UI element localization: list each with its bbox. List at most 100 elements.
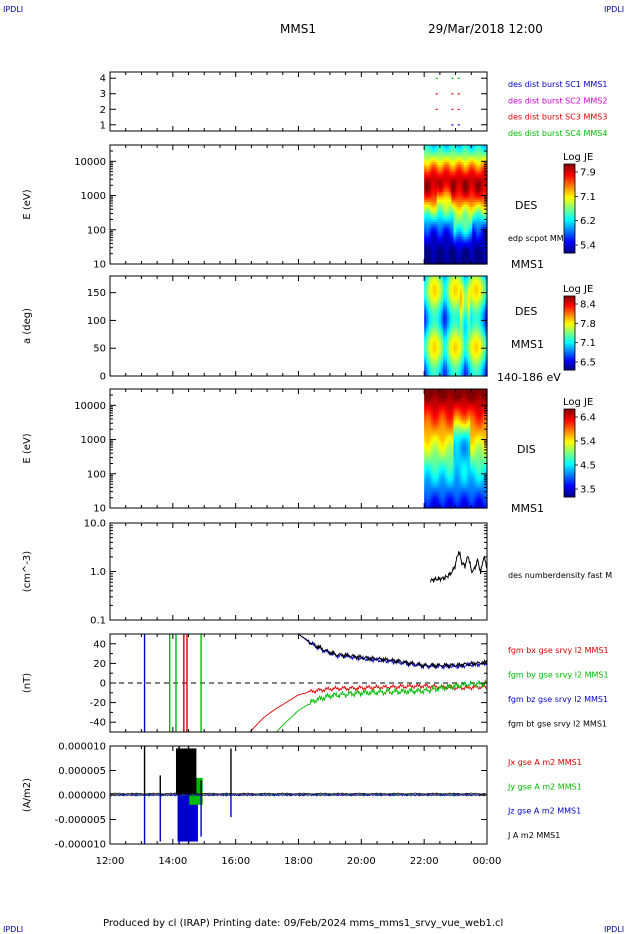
spectrogram-cell bbox=[426, 330, 429, 333]
spectrogram-cell bbox=[443, 355, 446, 358]
spectrogram-cell bbox=[461, 336, 465, 340]
colorbar-cell bbox=[564, 451, 575, 454]
spectrogram-cell bbox=[478, 340, 482, 344]
spectrogram-cell bbox=[432, 357, 436, 360]
spectrogram-cell bbox=[463, 251, 467, 255]
spectrogram-cell bbox=[461, 282, 465, 285]
colorbar-cell bbox=[564, 414, 575, 417]
spectrogram-cell bbox=[466, 334, 469, 338]
spectrogram-cell bbox=[430, 465, 434, 469]
spectrogram-cell bbox=[440, 463, 444, 467]
spectrogram-cell bbox=[482, 391, 486, 395]
spectrogram-cell bbox=[459, 261, 463, 265]
spectrogram-cell bbox=[428, 408, 432, 412]
spectrogram-cell bbox=[482, 431, 486, 435]
spectrogram-cell bbox=[445, 505, 448, 509]
spectrogram-cell bbox=[426, 391, 429, 395]
spectrogram-cell bbox=[426, 453, 429, 457]
spectrogram-cell bbox=[463, 296, 467, 300]
spectrogram-cell bbox=[468, 485, 471, 489]
spectrogram-cell bbox=[453, 342, 457, 346]
spectrogram-cell bbox=[468, 236, 471, 240]
spectrogram-cell bbox=[447, 321, 450, 325]
colorbar-cell bbox=[564, 212, 575, 215]
spectrogram-cell bbox=[472, 162, 476, 166]
spectrogram-cell bbox=[478, 290, 482, 294]
spectrogram-cell bbox=[463, 505, 467, 509]
spectrogram-cell bbox=[480, 184, 484, 188]
colorbar-cell bbox=[564, 235, 575, 238]
spectrogram-cell bbox=[426, 209, 429, 213]
spectrogram-cell bbox=[472, 236, 476, 240]
colorbar-cell bbox=[564, 298, 575, 301]
spectrogram-cell bbox=[436, 361, 440, 365]
spectrogram-cell bbox=[438, 192, 442, 196]
spectrogram-cell bbox=[457, 184, 461, 188]
spectrogram-cell bbox=[449, 236, 452, 240]
spectrogram-cell bbox=[438, 406, 442, 410]
spectrogram-cell bbox=[440, 145, 444, 149]
spectrogram-cell bbox=[438, 301, 442, 304]
colorbar-title: Log JE bbox=[563, 284, 593, 295]
spectrogram-cell bbox=[472, 363, 476, 367]
spectrogram-cell bbox=[449, 294, 452, 298]
spectrogram-cell bbox=[478, 357, 482, 360]
spectrogram-cell bbox=[449, 495, 452, 499]
colorbar-frame bbox=[563, 408, 576, 498]
spectrogram-cell bbox=[428, 488, 432, 492]
colorbar-cell bbox=[564, 245, 575, 248]
spectrogram-cell bbox=[443, 436, 446, 440]
spectrogram-cell bbox=[461, 145, 465, 149]
spectrogram-cell bbox=[476, 303, 480, 306]
spectrogram-cell bbox=[457, 229, 461, 233]
y-tick-label: 1000 bbox=[81, 191, 106, 202]
spectrogram-cell bbox=[438, 408, 442, 412]
spectrogram-cell bbox=[455, 231, 459, 235]
colorbar-cell bbox=[564, 195, 575, 198]
spectrogram-cell bbox=[470, 214, 473, 218]
spectrogram-cell bbox=[478, 475, 482, 479]
spectrogram-cell bbox=[428, 342, 432, 346]
spectrogram-cell bbox=[466, 389, 469, 393]
spectrogram-cell bbox=[461, 294, 465, 298]
spectrogram-cell bbox=[440, 197, 444, 201]
spectrogram-cell bbox=[459, 346, 463, 350]
spectrogram-cell bbox=[449, 421, 452, 425]
spectrogram-cell bbox=[455, 500, 459, 504]
spectrogram-cell bbox=[480, 219, 484, 223]
spectrogram-cell bbox=[449, 398, 452, 402]
spectrogram-cell bbox=[453, 288, 457, 292]
spectrogram-cell bbox=[426, 157, 429, 161]
colorbar-cell bbox=[564, 473, 575, 476]
spectrogram-cell bbox=[440, 328, 444, 331]
spectrogram-cell bbox=[484, 239, 488, 243]
spectrogram-cell bbox=[476, 393, 480, 398]
spectrogram-cell bbox=[459, 498, 463, 502]
spectrogram-cell bbox=[438, 162, 442, 166]
spectrogram-cell bbox=[428, 298, 432, 302]
spectrogram-cell bbox=[478, 164, 482, 168]
spectrogram-cell bbox=[428, 426, 432, 430]
spectrogram-cell bbox=[440, 495, 444, 499]
spectrogram-cell bbox=[432, 493, 436, 497]
spectrogram-cell bbox=[457, 421, 461, 425]
spectrogram-cell bbox=[443, 485, 446, 489]
spectrogram-cell bbox=[432, 204, 436, 208]
spectrogram-cell bbox=[432, 332, 436, 335]
spectrogram-cell bbox=[470, 303, 473, 306]
spectrogram-cell bbox=[461, 305, 465, 308]
spectrogram-cell bbox=[466, 401, 469, 405]
spectrogram-cell bbox=[461, 416, 465, 420]
spectrogram-cell bbox=[461, 338, 465, 342]
spectrogram-cell bbox=[472, 359, 476, 363]
spectrogram-cell bbox=[436, 296, 440, 300]
spectrogram-cell bbox=[453, 448, 457, 452]
spectrogram-cell bbox=[453, 455, 457, 460]
spectrogram-cell bbox=[466, 159, 469, 163]
colorbar-cell bbox=[564, 436, 575, 439]
colorbar-cell bbox=[564, 229, 575, 232]
spectrogram-cell bbox=[449, 351, 452, 354]
spectrogram-cell bbox=[426, 480, 429, 484]
spectrogram-cell bbox=[432, 413, 436, 417]
spectrogram-cell bbox=[426, 465, 429, 469]
